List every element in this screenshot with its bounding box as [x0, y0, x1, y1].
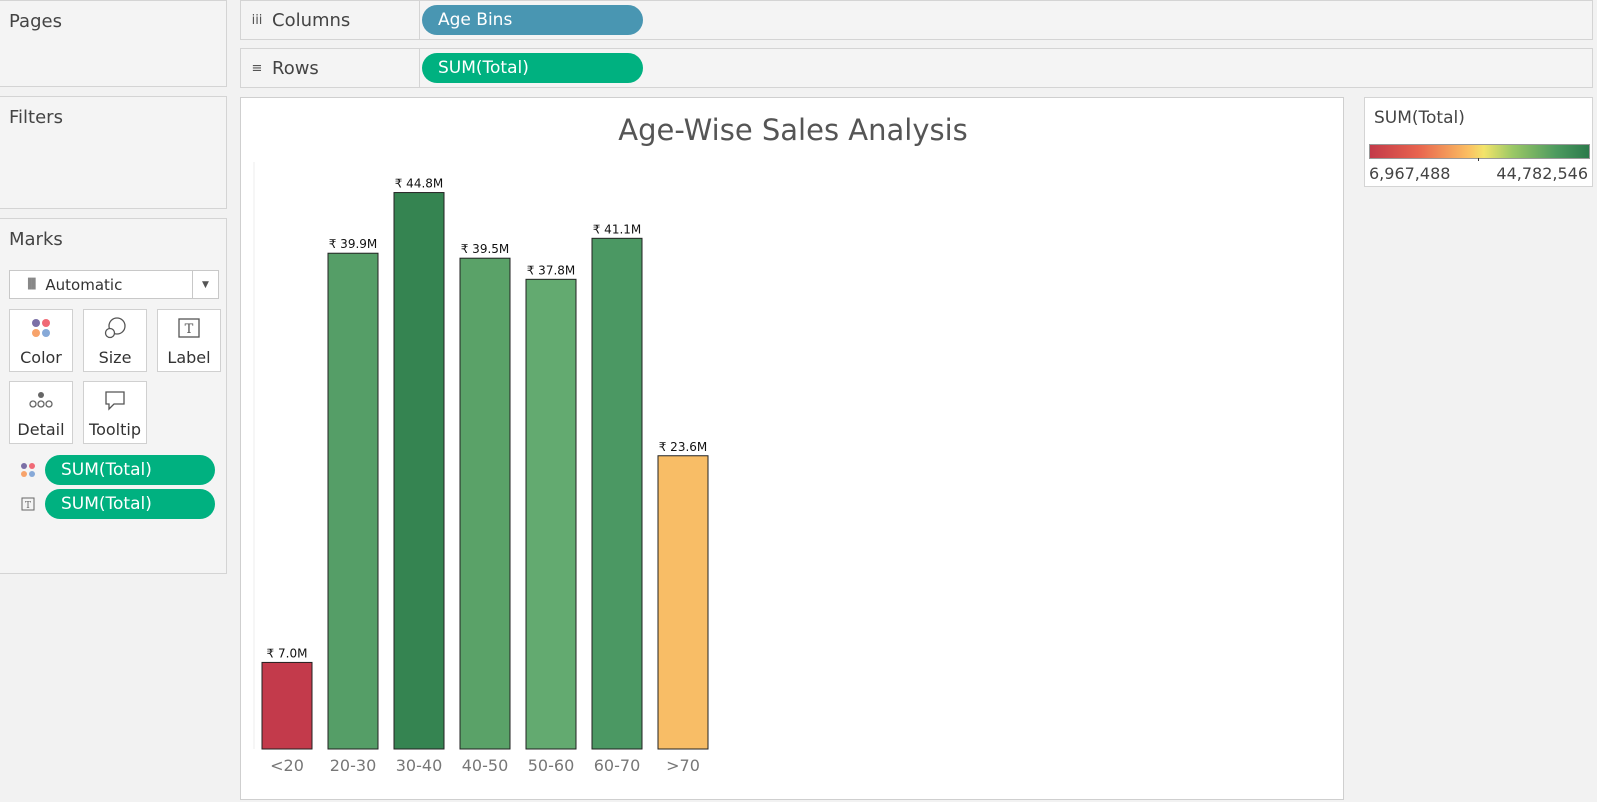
bar-<20[interactable] [261, 661, 313, 750]
bar-60-70[interactable] [591, 237, 643, 750]
color-button[interactable]: Color [9, 309, 73, 372]
bar-50-60[interactable] [525, 278, 577, 750]
filters-card[interactable]: Filters [0, 96, 227, 209]
sum-total-pill[interactable]: SUM(Total) [422, 53, 643, 83]
tooltip-button[interactable]: Tooltip [83, 381, 147, 444]
rows-shelf-header: ≡ Rows [241, 49, 420, 87]
detail-label: Detail [17, 420, 65, 439]
x-tick-label: <20 [270, 756, 304, 775]
svg-text:T: T [25, 501, 31, 511]
bar-chart[interactable]: ₹ 7.0M <20 ₹ 39.9M 20-30 ₹ 44.8M 30-40 ₹ 39.5M… [241, 98, 1345, 801]
age-bins-pill[interactable]: Age Bins [422, 5, 643, 35]
pages-title: Pages [9, 11, 62, 32]
data-label: ₹ 23.6M [659, 440, 708, 454]
data-label: ₹ 39.5M [461, 242, 510, 256]
columns-shelf-header: iii Columns [241, 1, 420, 39]
label-field-pill[interactable]: SUM(Total) [45, 489, 215, 519]
tooltip-label: Tooltip [89, 420, 141, 439]
tooltip-icon [103, 387, 127, 413]
svg-text:T: T [185, 322, 194, 337]
columns-label: Columns [272, 9, 351, 31]
color-legend[interactable]: SUM(Total) 6,967,488 44,782,546 [1364, 97, 1593, 187]
columns-icon: iii [251, 12, 263, 28]
detail-button[interactable]: Detail [9, 381, 73, 444]
data-label: ₹ 44.8M [395, 177, 444, 191]
filters-title: Filters [9, 107, 63, 128]
bar->70[interactable] [657, 455, 709, 750]
label-icon: T [177, 315, 201, 341]
marks-title: Marks [9, 229, 63, 250]
pages-card: Pages [0, 0, 227, 87]
legend-gradient [1369, 144, 1590, 159]
legend-min-label: 6,967,488 [1369, 164, 1451, 183]
label-label: Label [167, 348, 211, 367]
data-label: ₹ 37.8M [527, 263, 576, 277]
mark-type-label: Automatic [45, 275, 123, 294]
rows-shelf[interactable]: ≡ Rows SUM(Total) [240, 48, 1593, 88]
color-label: Color [20, 348, 62, 367]
rows-label: Rows [272, 57, 319, 79]
legend-marker [1478, 158, 1479, 161]
legend-title: SUM(Total) [1374, 108, 1465, 128]
x-tick-label: 30-40 [396, 756, 443, 775]
x-tick-label: 50-60 [528, 756, 575, 775]
size-button[interactable]: Size [83, 309, 147, 372]
legend-max-label: 44,782,546 [1496, 164, 1588, 183]
marks-card: Marks ▐▌ Automatic ▼ Color Size T [0, 218, 227, 574]
data-label: ₹ 7.0M [267, 646, 308, 660]
view-title: Age-Wise Sales Analysis [618, 113, 968, 147]
x-tick-label: 20-30 [330, 756, 377, 775]
x-tick-label: 60-70 [594, 756, 641, 775]
data-label: ₹ 39.9M [329, 237, 378, 251]
bar-40-50[interactable] [459, 257, 511, 750]
label-icon: T [20, 496, 36, 512]
color-icon [30, 315, 52, 341]
bar-20-30[interactable] [327, 252, 379, 750]
mark-type-dropdown[interactable]: ▐▌ Automatic ▼ [9, 270, 219, 299]
x-tick-label: 40-50 [462, 756, 509, 775]
color-icon [20, 462, 36, 478]
x-tick-label: >70 [666, 756, 700, 775]
label-button[interactable]: T Label [157, 309, 221, 372]
bar-30-40[interactable] [393, 192, 445, 750]
columns-shelf[interactable]: iii Columns Age Bins [240, 0, 1593, 40]
color-field-pill[interactable]: SUM(Total) [45, 455, 215, 485]
chevron-down-icon[interactable]: ▼ [192, 271, 218, 298]
rows-icon: ≡ [251, 60, 263, 76]
size-icon [103, 315, 127, 341]
detail-icon [28, 387, 54, 413]
bar-chart-icon: ▐▌ [24, 279, 40, 290]
data-label: ₹ 41.1M [593, 222, 642, 236]
size-label: Size [98, 348, 132, 367]
view-area[interactable]: Age-Wise Sales Analysis ₹ 7.0M <20 ₹ 39.9M… [240, 97, 1344, 800]
